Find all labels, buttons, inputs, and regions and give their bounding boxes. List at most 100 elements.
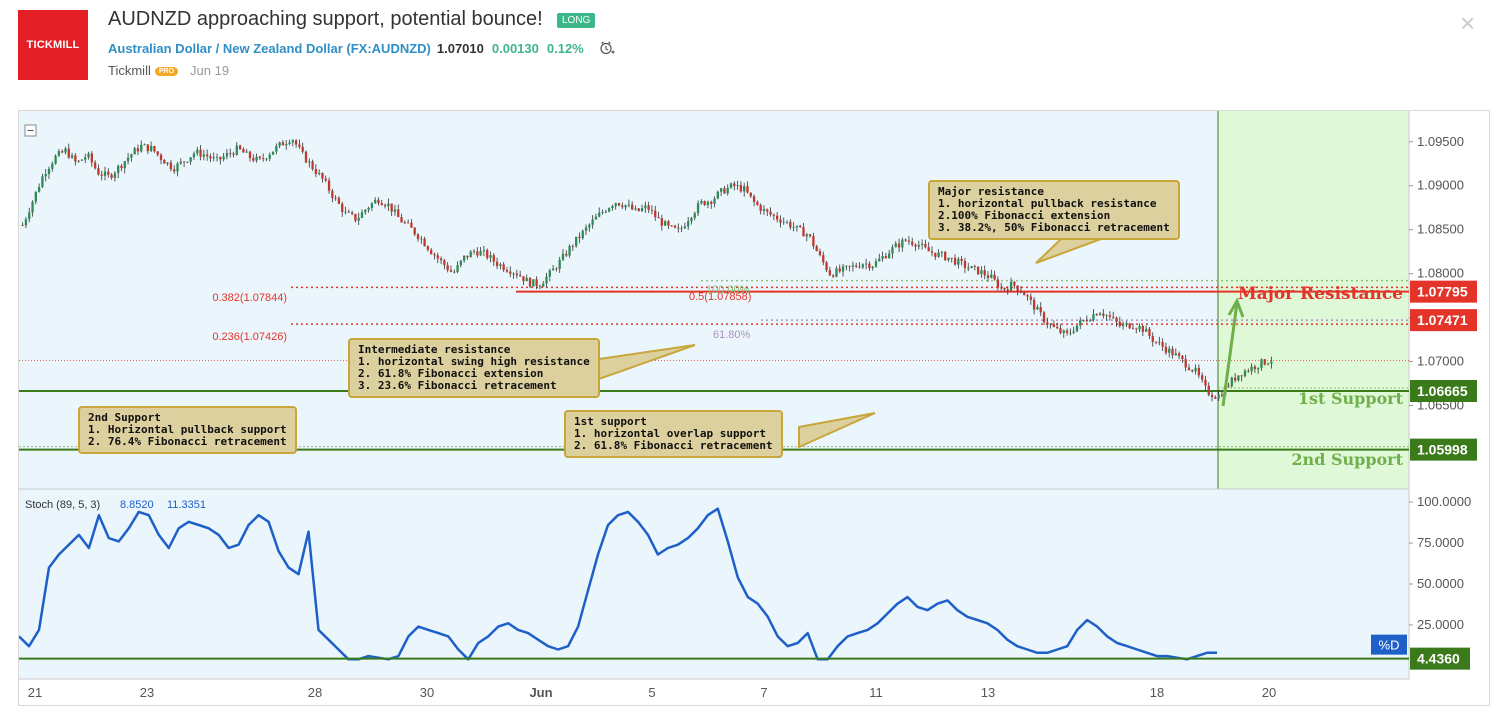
candle-body [663,221,667,226]
candle-body [901,239,904,248]
candle-body [380,203,383,206]
candle-body [479,251,482,256]
author-name[interactable]: Tickmill [108,63,151,78]
candle-body [163,159,166,164]
first-support-note[interactable]: 1st support 1. horizontal overlap suppor… [564,410,783,458]
candle-body [262,158,265,159]
candle-body [34,191,37,202]
candle-body [51,163,54,169]
candle-body [327,180,331,191]
candle-body [1118,321,1121,326]
price-tag [1410,280,1477,303]
candle-body [47,168,51,174]
candle-body [505,269,509,272]
candle-body [324,178,327,181]
stoch-pane-background [19,489,1409,679]
chart-container[interactable]: 1.095001.090001.085001.080001.075001.070… [18,110,1490,706]
candle-body [1168,348,1171,353]
candle-body [107,171,110,175]
candle-body [357,217,360,221]
candle-body [331,190,334,198]
candle-body [851,265,855,267]
publish-date: Jun 19 [190,63,230,78]
candle-body [878,258,881,262]
candle-body [927,247,930,252]
candle-body [1197,367,1201,376]
candle-body [1253,366,1257,370]
second-support-note[interactable]: 2nd Support 1. Horizontal pullback suppo… [78,406,297,454]
candle-body [143,144,146,146]
candle-body [822,255,825,263]
candle-body [205,154,209,157]
candle-body [920,243,924,246]
candle-body [24,219,28,226]
candle-body [535,279,538,286]
alarm-clock-icon[interactable] [599,40,615,56]
candle-body [1088,320,1092,322]
close-icon[interactable]: × [1460,8,1476,38]
candle-body [1000,287,1003,289]
candle-body [31,201,34,213]
candle-body [1250,366,1253,372]
candle-body [84,157,87,160]
candle-body [657,217,660,219]
candle-body [74,155,77,162]
candle-body [64,148,67,153]
candle-body [528,277,532,287]
candle-body [255,156,258,161]
candle-body [410,222,413,228]
candle-body [565,253,568,256]
major-resistance-note[interactable]: Major resistance 1. horizontal pullback … [928,180,1180,240]
candle-body [855,265,858,267]
projection-zone [1218,111,1409,489]
candle-body [291,140,294,143]
candle-body [285,143,288,146]
candle-body [100,174,103,176]
candle-body [186,161,189,163]
candle-body [446,265,449,271]
candle-body [515,273,519,276]
symbol-line: Australian Dollar / New Zealand Dollar (… [108,40,615,56]
candle-body [133,148,136,155]
price-tag-label: 1.07471 [1417,312,1468,328]
price-axis-label: 1.09500 [1417,134,1464,149]
candle-body [1009,281,1013,291]
candle-body [275,145,278,152]
candle-body [795,225,799,228]
candle-body [1187,367,1191,371]
candle-body [166,162,169,164]
candle-body [640,208,644,211]
candle-body [1227,385,1230,387]
candle-body [476,251,479,256]
candle-body [367,208,370,210]
candle-body [278,142,281,146]
candle-body [673,225,677,228]
candle-body [1154,341,1158,343]
candle-body [752,196,756,202]
candle-body [268,154,271,159]
candle-body [1240,375,1243,377]
candle-body [634,208,637,210]
symbol-link[interactable]: Australian Dollar / New Zealand Dollar (… [108,41,431,56]
candle-body [1059,328,1062,333]
stoch-axis-label: 25.0000 [1417,617,1464,632]
candle-body [169,162,173,170]
candle-body [439,258,443,261]
candle-body [1201,375,1204,380]
time-axis-label: 21 [28,685,42,700]
stoch-axis-label: 50.0000 [1417,576,1464,591]
candle-body [1062,330,1065,333]
candle-body [1207,385,1210,395]
candle-body [990,274,993,278]
candle-body [1171,348,1174,356]
intermediate-resistance-note[interactable]: Intermediate resistance 1. horizontal sw… [348,338,600,398]
candle-body [1144,328,1148,332]
stoch-d-tag-label: %D [1379,638,1400,653]
candle-body [670,225,673,227]
price-tag-label: 1.06665 [1417,383,1468,399]
candle-body [93,162,97,169]
candle-body [980,270,983,275]
candle-body [117,165,120,174]
candle-body [710,201,713,204]
stoch-indicator-label[interactable]: Stoch (89, 5, 3) [25,499,100,511]
